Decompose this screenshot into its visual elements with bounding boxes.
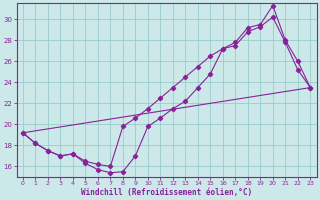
X-axis label: Windchill (Refroidissement éolien,°C): Windchill (Refroidissement éolien,°C) [81,188,252,197]
